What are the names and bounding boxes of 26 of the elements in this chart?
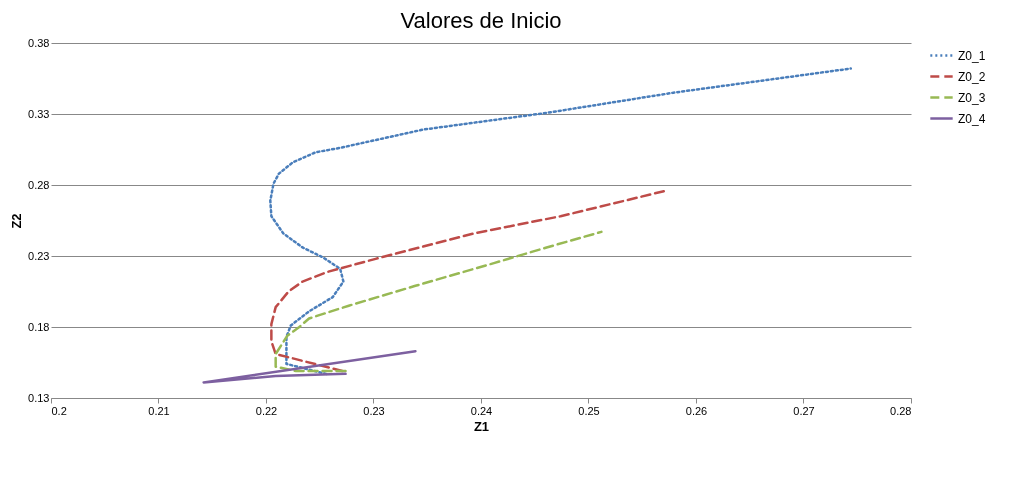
x-axis-title: Z1 — [473, 418, 490, 434]
x-tick-label: 0.21 — [148, 404, 170, 417]
x-tick-label: 0.24 — [470, 404, 493, 417]
y-tick-label: 0.28 — [28, 178, 50, 191]
y-axis-title: Z2 — [9, 213, 25, 229]
y-tick-label: 0.23 — [28, 249, 50, 262]
y-tick-label: 0.33 — [28, 107, 50, 120]
x-tick-label: 0.27 — [793, 404, 815, 417]
legend-label: Z0_1 — [958, 48, 986, 63]
legend-label: Z0_2 — [958, 69, 986, 84]
x-tick-label: 0.25 — [578, 404, 600, 417]
x-tick-label: 0.28 — [890, 404, 912, 417]
x-tick-label: 0.22 — [255, 404, 278, 417]
x-tick-label: 0.2 — [51, 404, 67, 417]
line-series — [274, 230, 603, 373]
chart-title: Valores de Inicio — [400, 8, 562, 33]
line-series — [202, 349, 417, 384]
y-tick-label: 0.18 — [28, 320, 50, 333]
y-tick-label: 0.13 — [28, 391, 50, 404]
line-series — [270, 189, 668, 373]
x-tick-label: 0.26 — [685, 404, 708, 417]
legend-label: Z0_3 — [958, 90, 986, 105]
x-tick-label: 0.23 — [363, 404, 385, 417]
y-tick-label: 0.38 — [28, 36, 50, 49]
line-series — [269, 67, 853, 376]
legend-label: Z0_4 — [958, 111, 986, 126]
